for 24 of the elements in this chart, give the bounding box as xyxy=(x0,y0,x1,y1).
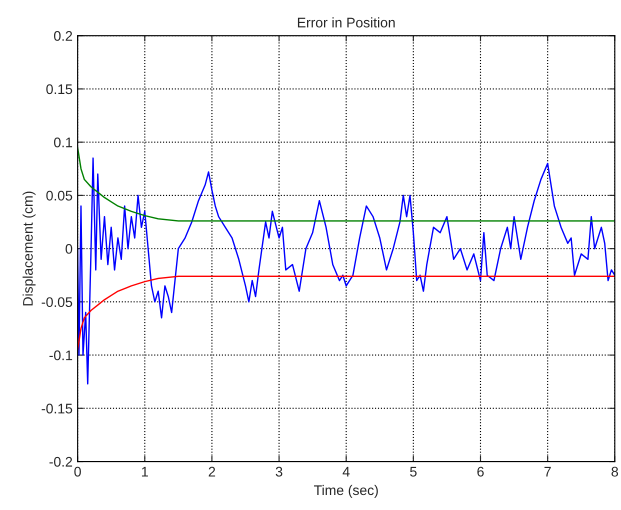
chart-title: Error in Position xyxy=(298,17,395,28)
line-series xyxy=(78,157,615,385)
x-tick-label: 0 xyxy=(74,466,81,477)
y-tick-label: -0.2 xyxy=(49,456,72,467)
x-tick-label: 7 xyxy=(544,466,551,476)
y-tick-label: -0.05 xyxy=(42,297,72,308)
y-tick-label: 0.05 xyxy=(46,190,72,201)
x-tick-label: 2 xyxy=(208,466,216,476)
x-tick-label: 1 xyxy=(142,466,148,476)
x-tick-label: 5 xyxy=(410,466,417,477)
x-tick-label: 4 xyxy=(342,466,350,476)
x-tick-label: 3 xyxy=(276,466,282,477)
line-series xyxy=(78,146,615,222)
y-tick-label: 0.2 xyxy=(54,31,72,41)
x-tick-label: 8 xyxy=(612,466,618,477)
y-tick-label: 0 xyxy=(66,244,72,254)
y-axis-title: Displacement (cm) xyxy=(22,192,36,306)
x-axis-title: Time (sec) xyxy=(314,484,378,498)
line-series xyxy=(78,276,615,350)
y-tick-label: -0.1 xyxy=(49,350,72,360)
y-tick-label: -0.15 xyxy=(42,404,72,414)
y-tick-label: 0.15 xyxy=(46,84,72,94)
y-tick-label: 0.1 xyxy=(54,137,72,148)
x-tick-label: 6 xyxy=(477,466,484,477)
